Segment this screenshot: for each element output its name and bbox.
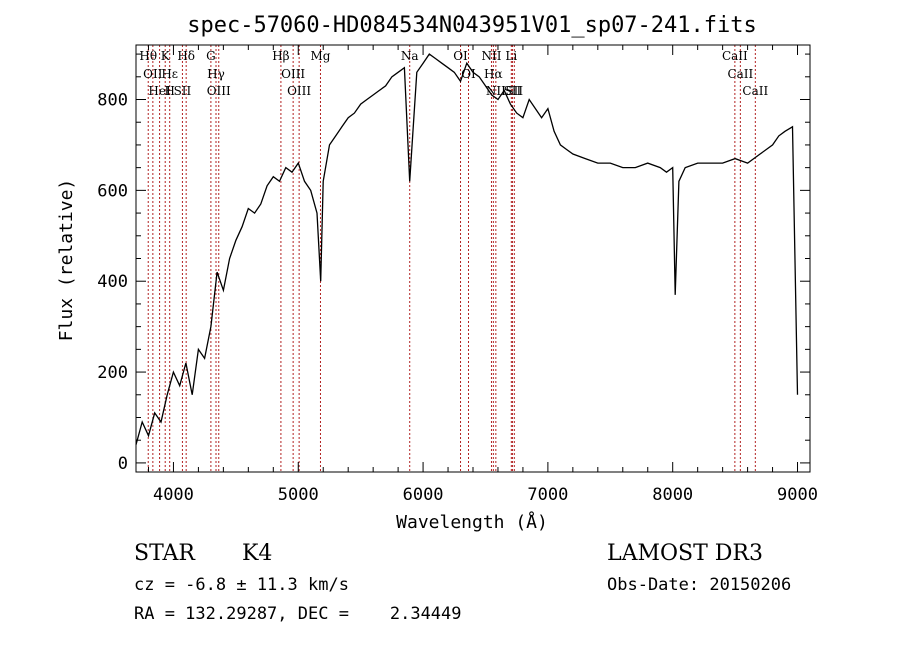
x-tick-label: 9000 [777,485,818,505]
x-tick-label: 5000 [278,485,319,505]
y-tick-label: 800 [97,91,128,111]
spectral-line-label: Hθ [139,49,157,63]
observation-date: Obs-Date: 20150206 [607,575,791,595]
spectral-line-label: HeI [148,84,171,98]
spectral-line-label: SII [504,84,522,98]
survey-name: LAMOST DR3 [607,541,763,566]
coordinates-readout: RA = 132.29287, DEC = 2.34449 [134,604,462,624]
spectral-line-label: K [161,49,171,63]
spectral-line-label: Hβ [272,49,289,63]
spectral-line-label: H [164,84,174,98]
object-subclass: K4 [242,541,272,566]
spectral-line-label: Hε [161,67,178,81]
chart-title: spec-57060-HD084534N043951V01_sp07-241.f… [187,13,757,38]
spectral-line-label: Hγ [207,67,225,81]
spectral-line-label: OIII [207,84,231,98]
spectral-line-markers [147,45,756,472]
redshift-readout: cz = -6.8 ± 11.3 km/s [134,575,349,595]
plot-frame [135,44,811,473]
x-tick-label: 4000 [153,485,194,505]
spectral-line-label: Na [401,49,419,63]
x-axis-label: Wavelength (Å) [396,511,548,533]
y-tick-label: 200 [97,363,128,383]
spectral-line-label: Hα [484,67,503,81]
object-class: STAR [134,541,196,566]
y-tick-label: 0 [118,454,128,474]
spectral-line-label: G [206,49,216,63]
spectral-line-label: OII [143,67,163,81]
x-tick-label: 8000 [652,485,693,505]
spectral-line-label: CaII [722,49,748,63]
spectral-line-label: OI [453,49,468,63]
y-tick-label: 400 [97,272,128,292]
spectral-line-label: Li [505,49,517,63]
spectral-line-label: NII [481,49,501,63]
y-axis-label: Flux (relative) [56,179,77,342]
spectral-line-label: OIII [287,84,311,98]
spectral-line-label: Hδ [177,49,195,63]
y-axis: 0 200 400 600 800 [97,53,810,474]
x-tick-label: 6000 [403,485,444,505]
spectral-line-label: SII [505,84,523,98]
x-tick-label: 7000 [527,485,568,505]
spectral-line-label: Mg [310,49,330,63]
x-axis: 4000 5000 6000 7000 8000 9000 [147,45,818,505]
spectral-line-label: SII [174,84,192,98]
y-tick-label: 600 [97,181,128,201]
spectral-line-label: CaII [727,67,753,81]
spectral-line-label: CaII [742,84,768,98]
spectral-line-label: OIII [281,67,305,81]
spectrum-series [135,53,799,445]
